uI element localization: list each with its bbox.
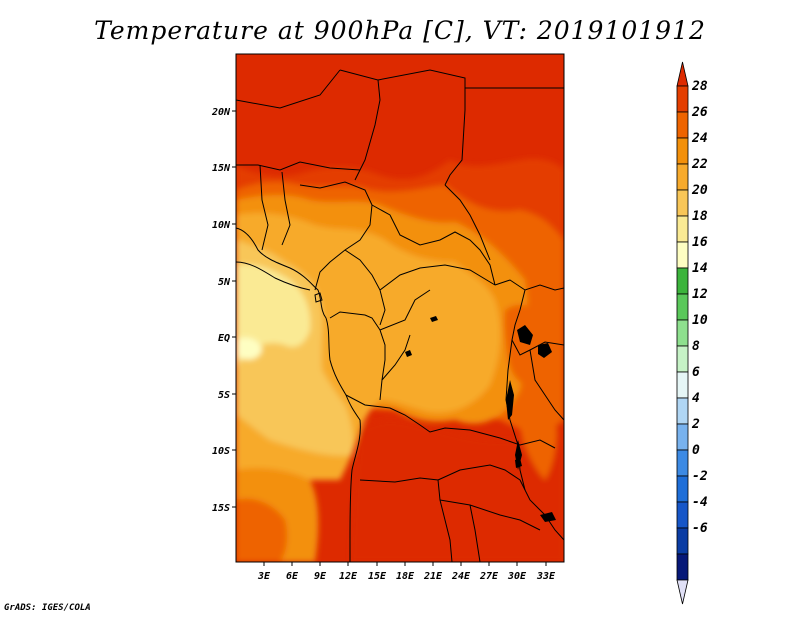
legend-swatch [676, 215, 689, 243]
lon-label: 6E [286, 571, 299, 582]
lon-label: 18E [396, 571, 415, 582]
grads-credit: GrADS: IGES/COLA [4, 603, 91, 613]
map-frame [235, 53, 565, 563]
lon-label: 24E [451, 571, 471, 582]
legend-label: -2 [692, 469, 708, 484]
legend-swatch [676, 553, 689, 581]
legend-swatch [676, 293, 689, 321]
legend-label: 12 [692, 287, 708, 302]
legend-swatch [676, 267, 689, 295]
temperature-field [236, 54, 564, 562]
country-borders [236, 69, 564, 562]
legend-label: 16 [692, 235, 708, 250]
legend-label: 0 [692, 443, 700, 458]
lat-label: 10N [212, 220, 231, 231]
legend-label: -4 [692, 495, 708, 510]
legend-label: 24 [691, 131, 708, 146]
legend-label: 18 [692, 209, 708, 224]
legend-swatch [676, 163, 689, 191]
legend-label: 4 [692, 391, 700, 406]
lon-label: 27E [479, 571, 499, 582]
lat-label: 15S [212, 503, 230, 514]
legend-swatch [676, 345, 689, 373]
legend-label: 14 [692, 261, 708, 276]
legend-swatch [676, 501, 689, 529]
lon-label: 30E [507, 571, 527, 582]
lat-label: 5N [218, 277, 231, 288]
legend-swatch [676, 371, 689, 399]
legend-swatch [676, 449, 689, 477]
lon-label: 3E [257, 571, 271, 582]
lon-label: 9E [314, 571, 327, 582]
lon-label: 15E [368, 571, 387, 582]
legend-swatch [676, 111, 689, 139]
legend-swatch [676, 241, 689, 269]
latitude-axis: 20N 15N 10N 5N EQ 5S 10S 15S [211, 107, 236, 514]
longitude-axis: 3E 6E 9E 12E 15E 18E 21E 24E 27E 30E 33E [257, 562, 556, 582]
legend-swatch [676, 137, 689, 165]
legend-swatch [676, 423, 689, 451]
lon-label: 33E [536, 571, 556, 582]
legend-arrow-max [676, 61, 689, 87]
legend-swatch [676, 319, 689, 347]
legend-label: -6 [692, 521, 708, 536]
legend-label: 20 [691, 183, 708, 198]
lon-label: 21E [423, 571, 443, 582]
legend-swatch [676, 397, 689, 425]
lon-label: 12E [339, 571, 358, 582]
legend-swatch [676, 527, 689, 555]
legend-label: 2 [691, 417, 700, 432]
legend-label: 26 [691, 105, 708, 120]
lat-label: 20N [211, 107, 231, 118]
legend-swatch [676, 475, 689, 503]
lat-label: 10S [212, 446, 230, 457]
legend-label: 8 [692, 339, 700, 354]
map-title: Temperature at 900hPa [C], VT: 201910191… [94, 16, 706, 45]
legend-label: 28 [691, 79, 708, 94]
legend-swatch [676, 85, 689, 113]
lat-label: 5S [218, 390, 230, 401]
lat-label: 15N [212, 163, 231, 174]
legend-swatch [676, 189, 689, 217]
legend-label: 22 [691, 157, 708, 172]
legend-label: 10 [692, 313, 708, 328]
legend-label: 6 [692, 365, 700, 380]
legend-arrow-min [676, 579, 689, 605]
lat-label: EQ [218, 333, 230, 344]
